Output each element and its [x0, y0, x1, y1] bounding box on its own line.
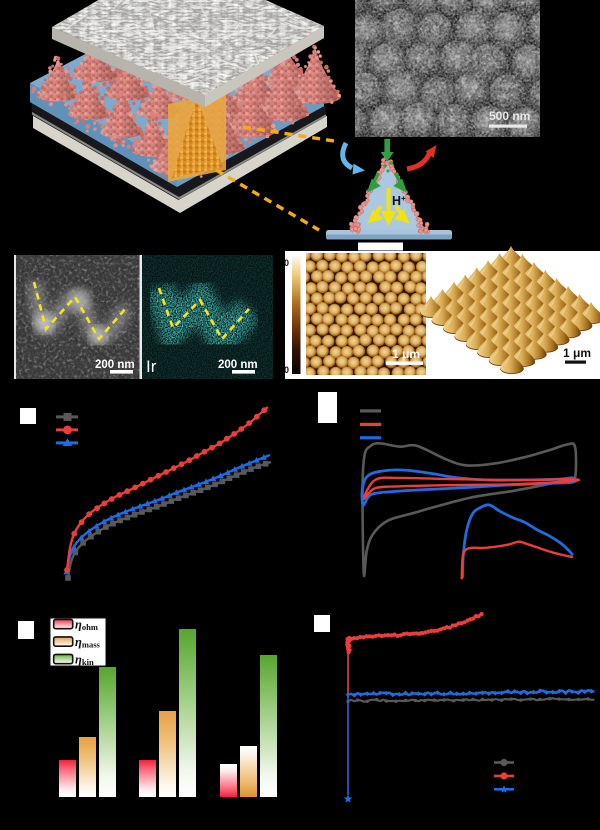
svg-text:200 nm: 200 nm	[95, 359, 135, 371]
svg-text:Ir: Ir	[146, 357, 157, 376]
svg-text:1 μm: 1 μm	[563, 346, 591, 360]
svg-text:500 nm: 500 nm	[489, 109, 530, 123]
svg-text:0: 0	[284, 365, 289, 375]
svg-text:0: 0	[284, 258, 289, 268]
svg-text:1 μm: 1 μm	[392, 347, 420, 361]
svg-text:200 nm: 200 nm	[218, 359, 258, 371]
